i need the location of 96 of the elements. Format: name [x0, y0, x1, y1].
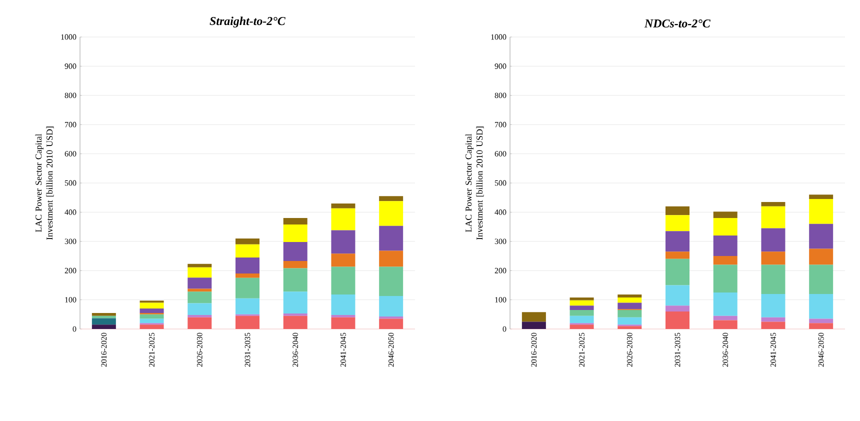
- bar: [92, 312, 116, 316]
- bar: [570, 306, 594, 310]
- bar: [140, 308, 164, 313]
- bar: [188, 317, 212, 329]
- bar: [140, 318, 164, 324]
- bar: [331, 203, 356, 208]
- bar: [713, 256, 738, 265]
- bar: [713, 320, 738, 329]
- bar: [618, 297, 642, 303]
- bar: [283, 292, 308, 314]
- bar: [618, 302, 642, 310]
- bar: [761, 202, 786, 206]
- y-axis-title: LAC Power Sector Capital Investment [billion 2010 USD]: [35, 126, 54, 240]
- bar: [809, 318, 834, 324]
- bar: [331, 266, 356, 295]
- bar: [236, 244, 260, 258]
- bar: [331, 254, 356, 267]
- bar: [522, 312, 546, 322]
- bar: [761, 322, 786, 329]
- bar: [713, 236, 738, 256]
- bar: [379, 196, 404, 202]
- bar: [283, 224, 308, 242]
- bar: [809, 323, 834, 329]
- bar: [379, 250, 404, 267]
- bar: [666, 311, 690, 329]
- bar: [188, 267, 212, 278]
- bar: [809, 194, 834, 200]
- bar: [236, 316, 260, 329]
- bar: [188, 264, 212, 268]
- bar: [713, 264, 738, 292]
- chart-title: Straight-to-2°C: [210, 16, 286, 28]
- bar: [666, 231, 690, 252]
- bar: [570, 297, 594, 300]
- bar: [809, 248, 834, 265]
- bar: [713, 218, 738, 236]
- bar: [379, 316, 404, 319]
- bar: [522, 322, 546, 329]
- bar: [713, 212, 738, 218]
- bar: [188, 278, 212, 289]
- bar: [570, 316, 594, 324]
- bar: [570, 324, 594, 329]
- bar: [331, 208, 356, 230]
- bar: [761, 264, 786, 294]
- chart-title: NDCs-to-2°C: [644, 19, 710, 28]
- bar: [331, 294, 356, 315]
- bar: [570, 300, 594, 306]
- bar: [761, 228, 786, 252]
- bar: [666, 252, 690, 259]
- bar: [331, 230, 356, 254]
- y-axis-title: LAC Power Sector Capital Investment [billion 2010 USD]: [465, 126, 484, 240]
- bar: [761, 206, 786, 228]
- bar: [570, 310, 594, 316]
- bar: [618, 294, 642, 298]
- bar: [188, 303, 212, 315]
- bar: [379, 226, 404, 251]
- bar: [809, 264, 834, 294]
- bar: [666, 306, 690, 312]
- bar: [236, 298, 260, 314]
- bar: [140, 302, 164, 309]
- bar: [236, 278, 260, 298]
- bar: [666, 206, 690, 216]
- bar: [618, 326, 642, 329]
- bar: [236, 274, 260, 278]
- bar: [283, 218, 308, 224]
- bar: [283, 316, 308, 329]
- bar: [761, 294, 786, 318]
- bar: [92, 324, 116, 329]
- bar: [140, 324, 164, 329]
- bar: [331, 317, 356, 329]
- bar: [236, 238, 260, 244]
- bar: [809, 294, 834, 319]
- bar: [618, 317, 642, 325]
- bar: [666, 215, 690, 232]
- bar: [713, 292, 738, 316]
- bar: [188, 314, 212, 318]
- bar: [188, 288, 212, 292]
- bar: [713, 316, 738, 320]
- bar: [283, 242, 308, 261]
- bar: [379, 201, 404, 226]
- bar: [761, 252, 786, 265]
- bar: [379, 318, 404, 329]
- bar: [618, 310, 642, 318]
- bar: [666, 285, 690, 306]
- bar: [379, 266, 404, 296]
- bar: [283, 260, 308, 268]
- bar: [331, 314, 356, 318]
- bar: [666, 258, 690, 286]
- bar: [236, 257, 260, 274]
- bar: [809, 199, 834, 224]
- bar: [379, 296, 404, 316]
- bar: [809, 224, 834, 249]
- bar: [283, 268, 308, 292]
- bar: [140, 314, 164, 319]
- bar: [761, 317, 786, 322]
- bar: [92, 318, 116, 325]
- bar: [188, 292, 212, 304]
